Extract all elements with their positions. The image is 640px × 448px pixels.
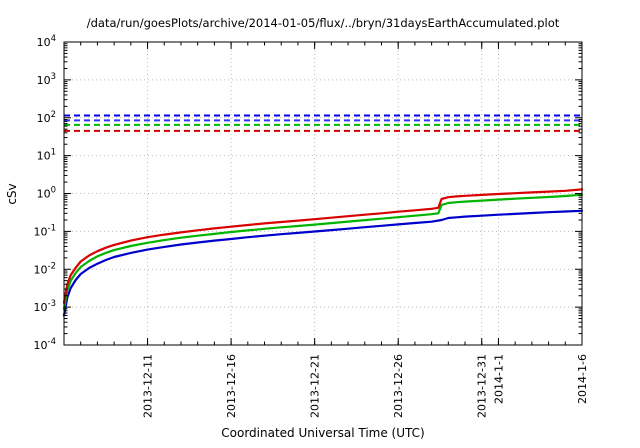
- x-tick-label: 2014-1-1: [492, 354, 505, 404]
- x-tick-label: 2014-1-6: [576, 354, 589, 404]
- y-tick-label: 104: [37, 34, 56, 49]
- x-tick-label: 2013-12-31: [476, 354, 489, 418]
- y-tick-label: 10-4: [34, 337, 56, 352]
- y-tick-label: 101: [37, 148, 56, 163]
- chart-title: /data/run/goesPlots/archive/2014-01-05/f…: [87, 16, 560, 30]
- y-tick-label: 10-1: [34, 223, 56, 238]
- y-axis-label: cSv: [5, 183, 19, 204]
- series-red-accumulated-dose: [62, 188, 584, 304]
- series-green-accumulated-dose: [62, 193, 584, 310]
- y-tick-label: 10-3: [34, 299, 56, 314]
- y-tick-label: 103: [37, 72, 56, 87]
- x-tick-label: 2013-12-21: [309, 354, 322, 418]
- y-tick-label: 100: [37, 186, 56, 201]
- y-tick-label: 10-2: [34, 261, 56, 276]
- x-tick-label: 2013-12-11: [142, 354, 155, 418]
- x-tick-label: 2013-12-16: [225, 354, 238, 418]
- y-tick-label: 102: [37, 110, 56, 125]
- x-axis-label: Coordinated Universal Time (UTC): [221, 426, 424, 440]
- x-tick-label: 2013-12-26: [392, 354, 405, 418]
- series-blue-accumulated-dose: [62, 209, 584, 317]
